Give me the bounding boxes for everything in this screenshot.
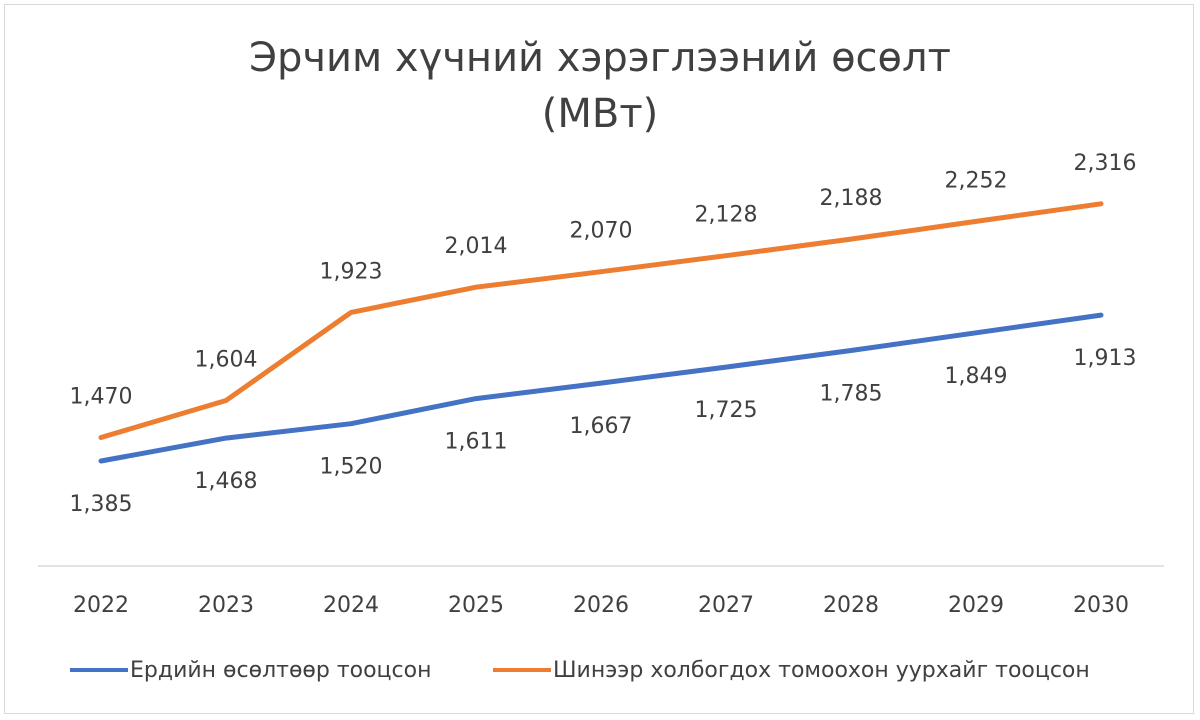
- legend-swatch-series-1: [70, 668, 128, 672]
- data-label-series-1: 1,468: [195, 469, 258, 494]
- x-tick-label: 2027: [698, 593, 754, 618]
- data-label-series-1: 1,385: [70, 492, 133, 517]
- data-label-series-2: 2,070: [570, 219, 633, 244]
- legend-label-series-2: Шинээр холбогдох томоохон уурхайг тооцсо…: [553, 657, 1090, 683]
- chart-title: Эрчим хүчний хэрэглээний өсөлт: [249, 35, 951, 81]
- x-tick-label: 2022: [73, 593, 129, 618]
- chart-subtitle: (МВт): [541, 91, 659, 137]
- x-tick-label: 2024: [323, 593, 379, 618]
- data-label-series-2: 2,316: [1074, 151, 1137, 176]
- data-label-series-1: 1,849: [945, 364, 1008, 389]
- legend-item-series-2: Шинээр холбогдох томоохон уурхайг тооцсо…: [493, 650, 1090, 690]
- data-label-series-1: 1,667: [570, 414, 633, 439]
- legend-swatch-series-2: [493, 668, 551, 672]
- x-tick-label: 2025: [448, 593, 504, 618]
- data-label-series-1: 1,725: [695, 398, 758, 423]
- data-label-series-2: 1,470: [70, 385, 133, 410]
- legend-item-series-1: Ердийн өсөлтөөр тооцсон: [70, 650, 431, 690]
- data-label-series-2: 2,188: [820, 186, 883, 211]
- data-label-series-1: 1,520: [320, 455, 383, 480]
- x-tick-label: 2030: [1073, 593, 1129, 618]
- series-line-1: [98, 312, 1104, 464]
- data-label-series-1: 1,913: [1074, 346, 1137, 371]
- data-label-series-2: 2,128: [695, 203, 758, 228]
- x-tick-label: 2029: [948, 593, 1004, 618]
- x-tick-label: 2028: [823, 593, 879, 618]
- legend: Ердийн өсөлтөөр тооцсон Шинээр холбогдох…: [0, 650, 1200, 690]
- data-label-series-1: 1,611: [445, 430, 508, 455]
- data-label-series-2: 2,252: [945, 168, 1008, 193]
- data-label-series-2: 1,923: [320, 259, 383, 284]
- x-tick-label: 2023: [198, 593, 254, 618]
- data-label-series-2: 2,014: [445, 234, 508, 259]
- data-label-series-1: 1,785: [820, 382, 883, 407]
- data-label-series-2: 1,604: [195, 348, 258, 373]
- legend-label-series-1: Ердийн өсөлтөөр тооцсон: [130, 657, 432, 683]
- x-tick-label: 2026: [573, 593, 629, 618]
- chart-frame: [4, 4, 1194, 714]
- series-line-2: [98, 201, 1104, 440]
